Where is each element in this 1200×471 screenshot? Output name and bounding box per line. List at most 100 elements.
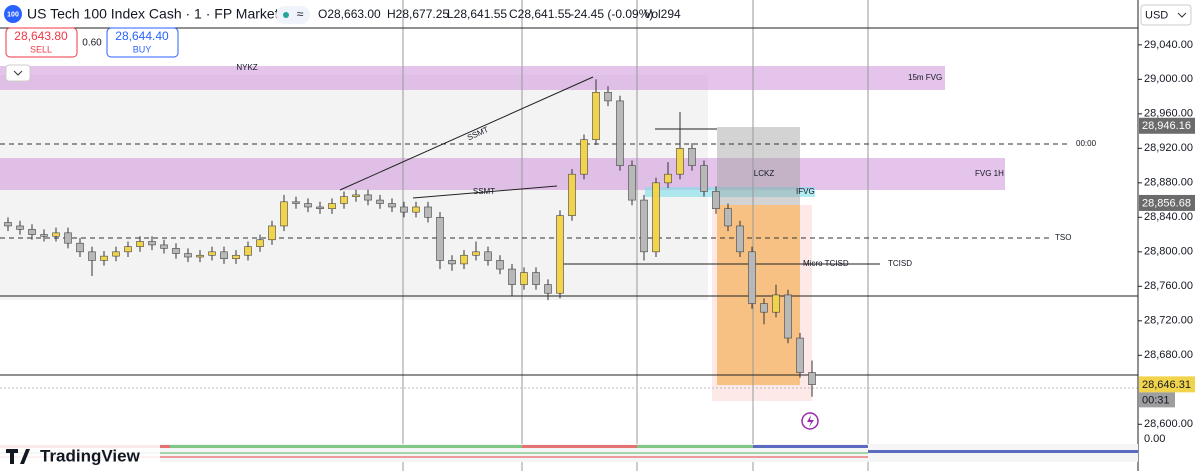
chart-title[interactable]: US Tech 100 Index Cash · 1 · FP Markets	[27, 6, 286, 22]
y-tick-label: 28,920.00	[1144, 142, 1193, 154]
candle-body	[448, 260, 456, 265]
candle-body	[556, 215, 564, 294]
candle-body	[256, 239, 264, 247]
sell-price: 28,643.80	[14, 29, 68, 43]
price-marker	[1139, 117, 1195, 134]
candle-body	[268, 225, 276, 241]
candle-body	[364, 194, 372, 201]
ssmt-line	[412, 185, 558, 199]
candle-body	[244, 246, 252, 256]
candle-body	[232, 254, 240, 260]
ifvg-zone	[645, 187, 815, 197]
candle-body	[592, 91, 600, 141]
annotation: TSO	[1055, 233, 1071, 242]
candle-body	[328, 203, 336, 210]
annotation: 00:00	[1076, 139, 1097, 148]
status-pill[interactable]	[276, 6, 310, 24]
candle-body	[784, 294, 792, 339]
y-tick-label: 28,600.00	[1144, 418, 1193, 430]
candle-body	[136, 241, 144, 247]
candle-body	[184, 253, 192, 258]
candle-body	[520, 272, 528, 285]
candle-body	[472, 251, 480, 256]
y-tick-label: 28,880.00	[1144, 177, 1193, 189]
candle-body	[748, 251, 756, 304]
candle-body	[280, 201, 288, 227]
y-tick-label: 28,960.00	[1144, 108, 1193, 120]
ssmt-line	[339, 76, 594, 191]
countdown: 00:31	[1142, 394, 1170, 406]
candle-body	[628, 165, 636, 201]
y-tick-label: 29,040.00	[1144, 39, 1193, 51]
symbol-badge[interactable]	[4, 5, 22, 23]
sell-label: SELL	[30, 44, 52, 54]
candle-body	[316, 206, 324, 210]
candle-body	[808, 372, 816, 385]
candle-body	[664, 173, 672, 184]
y-tick-label: 28,720.00	[1144, 315, 1193, 327]
candle-body	[352, 194, 360, 197]
session-lines	[402, 0, 869, 471]
candle-body	[148, 241, 156, 246]
volume: Vol294	[644, 7, 681, 21]
candle-body	[208, 251, 216, 256]
candle-body	[40, 234, 48, 237]
price-marker	[1139, 194, 1195, 211]
candle-body	[652, 182, 660, 253]
candle-body	[724, 208, 732, 227]
candles	[4, 79, 816, 397]
candle-body	[292, 201, 300, 204]
candle-body	[76, 242, 84, 253]
ohlc-low: L28,641.55	[447, 7, 507, 21]
candle-body	[88, 251, 96, 261]
candle-body	[760, 303, 768, 313]
candle-body	[28, 229, 36, 235]
candle-body	[220, 251, 228, 260]
countdown-box	[1139, 392, 1175, 408]
event-icon-bolt	[807, 415, 814, 427]
collapse-icon	[13, 70, 23, 76]
annotation: Micro TCISD	[803, 259, 849, 268]
currency-caret	[1177, 12, 1187, 18]
sell-button[interactable]	[5, 27, 78, 58]
candle-body	[172, 248, 180, 254]
brand[interactable]: TradingView	[40, 446, 141, 465]
candle-body	[484, 251, 492, 261]
candle-body	[640, 199, 648, 253]
y-tick-label: 28,680.00	[1144, 349, 1193, 361]
candle-body	[412, 206, 420, 213]
collapse-button[interactable]	[5, 64, 31, 82]
buy-label: BUY	[133, 44, 152, 54]
candle-body	[532, 272, 540, 285]
price-marker-label: 28,856.68	[1142, 197, 1191, 209]
buy-button[interactable]	[106, 27, 179, 58]
currency-select[interactable]	[1140, 4, 1192, 26]
candle-body	[436, 217, 444, 261]
ohlc-high: H28,677.25	[387, 7, 449, 21]
candle-body	[196, 254, 204, 258]
candle-body	[376, 199, 384, 204]
candle-body	[496, 260, 504, 270]
status-icon: ≈	[297, 7, 304, 21]
price-marker-label: 28,646.31	[1142, 379, 1191, 391]
candle-body	[100, 255, 108, 261]
candle-body	[676, 148, 684, 175]
ohlc-open: O28,663.00	[318, 7, 381, 21]
buy-price: 28,644.40	[115, 29, 169, 43]
axis-labels: 29,040.00 29,000.00 28,960.00 28,920.00 28,8…	[1138, 39, 1195, 445]
candle-body	[700, 165, 708, 192]
logo-mark	[6, 449, 30, 464]
annotation: 15m FVG	[908, 73, 942, 82]
candle-body	[712, 191, 720, 210]
candle-body	[568, 173, 576, 216]
bottom-strip	[0, 444, 1138, 462]
candle-body	[52, 232, 60, 237]
candle-body	[544, 284, 552, 294]
y-tick-label: 28,840.00	[1144, 211, 1193, 223]
price-marker-label: 28,946.16	[1142, 120, 1191, 132]
stop-box	[717, 127, 800, 205]
y-tick-label: 28,760.00	[1144, 280, 1193, 292]
candle-body	[388, 203, 396, 208]
candle-body	[460, 254, 468, 265]
candle-body	[736, 225, 744, 253]
